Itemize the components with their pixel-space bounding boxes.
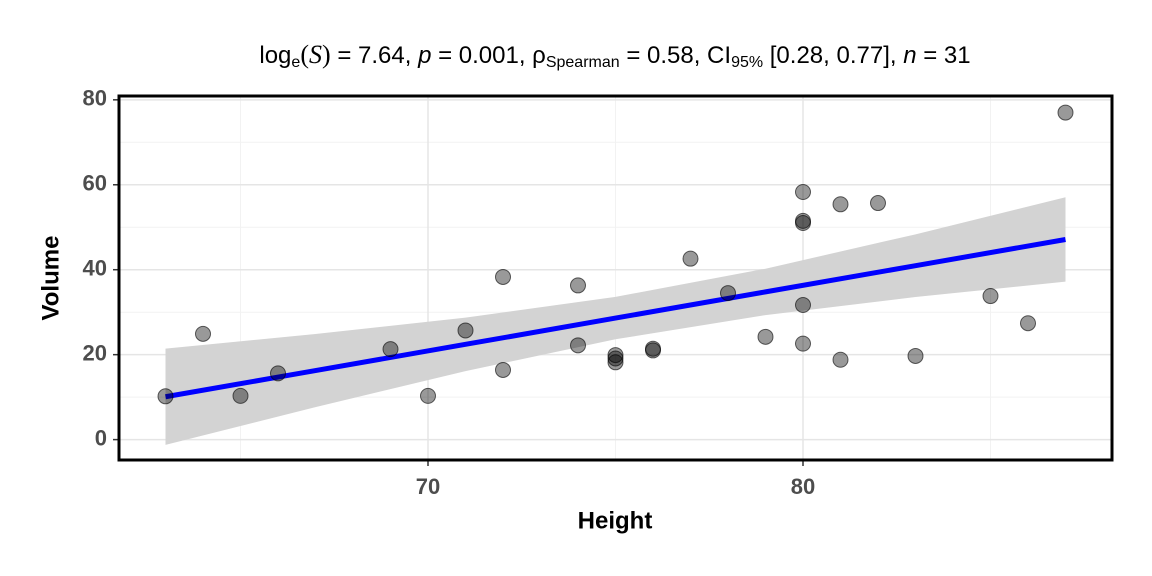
point xyxy=(157,388,174,405)
panel-border xyxy=(117,94,1114,462)
point xyxy=(570,277,586,294)
point xyxy=(795,183,811,200)
x-tick-label: 80 xyxy=(791,474,815,499)
point xyxy=(645,340,661,357)
point xyxy=(832,351,849,368)
title-part: = 0.001, xyxy=(431,42,532,69)
point xyxy=(832,196,849,213)
regression-line xyxy=(165,237,1066,400)
y-tick-label: 0 xyxy=(95,425,107,450)
title-part: ρ xyxy=(532,42,546,69)
chart-title: loge(S) = 7.64, p = 0.001, ρSpearman = 0… xyxy=(259,40,970,71)
point xyxy=(795,296,811,313)
point xyxy=(270,365,286,382)
point xyxy=(720,285,736,302)
point xyxy=(570,337,586,354)
point xyxy=(607,347,624,364)
y-tick-label: 60 xyxy=(83,171,107,196)
title-part: ( xyxy=(300,40,309,69)
point xyxy=(795,214,811,231)
title-part: 95% xyxy=(731,54,763,71)
y-tick-label: 80 xyxy=(83,86,107,111)
point xyxy=(870,195,886,212)
point xyxy=(382,341,399,358)
x-tick-label: 70 xyxy=(416,474,440,499)
point xyxy=(495,361,511,378)
point xyxy=(757,328,774,345)
title-part: [0.28, 0.77], xyxy=(763,42,903,69)
point xyxy=(982,288,999,305)
title-part: Spearman xyxy=(546,54,620,71)
x-axis-title: Height xyxy=(578,507,653,534)
title-part: e xyxy=(291,54,300,71)
title-part: p xyxy=(417,42,431,69)
point xyxy=(795,335,811,352)
title-part: = 0.58, CI xyxy=(620,42,731,69)
point xyxy=(420,387,436,404)
y-tick-label: 40 xyxy=(83,256,107,281)
y-axis-title: Volume xyxy=(37,236,64,321)
title-part: ) xyxy=(322,40,331,69)
point xyxy=(232,387,249,404)
confidence-band xyxy=(165,197,1066,445)
point xyxy=(607,350,624,367)
title-part: n xyxy=(903,42,916,69)
point xyxy=(1020,315,1036,332)
title-part: log xyxy=(259,42,291,69)
point xyxy=(907,347,924,364)
title-part: = 7.64, xyxy=(331,42,418,69)
y-tick-label: 20 xyxy=(83,340,107,365)
point xyxy=(457,322,474,339)
title-part: S xyxy=(309,40,322,69)
point xyxy=(1057,104,1074,121)
point xyxy=(195,325,211,342)
point xyxy=(495,268,511,285)
point xyxy=(682,250,699,267)
title-part: = 31 xyxy=(917,42,971,69)
